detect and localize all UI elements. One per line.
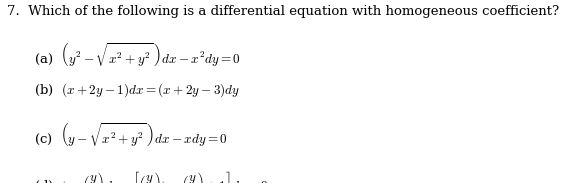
Text: (d)  $\tan\left(\dfrac{y}{x}\right)dy - \left[\left(\dfrac{y}{x}\right)\tan\left: (d) $\tan\left(\dfrac{y}{x}\right)dy - \… xyxy=(34,170,269,183)
Text: 7.  Which of the following is a differential equation with homogeneous coefficie: 7. Which of the following is a different… xyxy=(7,5,559,18)
Text: (a)  $\left(y^2 - \sqrt{x^2+y^2}\,\right)dx - x^2dy = 0$: (a) $\left(y^2 - \sqrt{x^2+y^2}\,\right)… xyxy=(34,41,241,69)
Text: (b)  $(x+2y-1)dx = (x+2y-3)dy$: (b) $(x+2y-1)dx = (x+2y-3)dy$ xyxy=(34,81,240,99)
Text: (c)  $\left(y - \sqrt{x^2+y^2}\,\right)dx - xdy = 0$: (c) $\left(y - \sqrt{x^2+y^2}\,\right)dx… xyxy=(34,122,227,150)
